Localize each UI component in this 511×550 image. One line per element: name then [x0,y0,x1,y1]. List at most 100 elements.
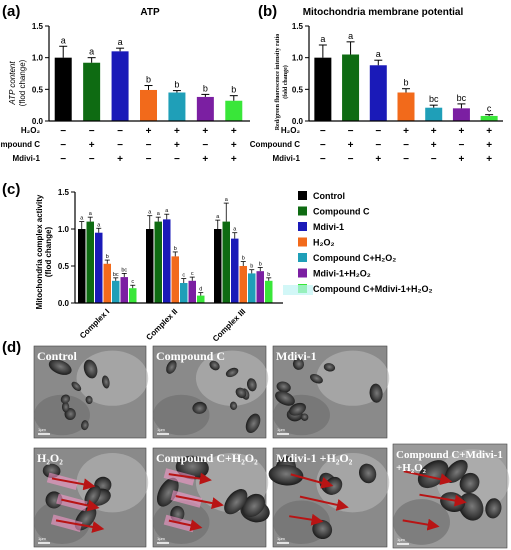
bar [154,221,162,303]
treatment-sign: + [202,154,208,165]
bar [265,280,273,303]
significance-letter: b [267,272,270,278]
significance-letter: a [165,208,169,214]
bar [146,229,154,303]
treatment-sign: − [117,140,123,151]
treatment-sign: − [403,140,409,151]
significance-letter: c [487,104,492,114]
panel-b-letter: (b) [258,3,277,20]
bar [239,266,247,303]
significance-letter: a [118,37,123,47]
mitochondrion [323,363,336,372]
mitochondrion [275,391,295,406]
y-tick-label: 0.5 [292,85,304,94]
arrow-mark [289,513,324,526]
significance-letter: a [97,222,101,228]
y-tick-label: 1.0 [32,54,44,63]
bar [163,219,171,303]
significance-letter: a [225,197,229,203]
treatment-sign: + [431,126,437,137]
chart-a-title: ATP [140,7,160,18]
significance-letter: a [320,34,325,44]
chart-c-ylabel: Mitochondria complex activity [35,194,44,309]
category-label: Complex II [144,307,179,342]
chart-c-legend: Control Compound C Mdivi-1 H₂O₂ Compound C+H… [283,191,433,295]
y-tick-label: 0.0 [292,117,304,126]
micrograph-label: Mdivi-1 +H₂O₂ [276,451,353,465]
arrow-mark [168,519,203,532]
bar [256,271,264,303]
legend-entry: Compound C+Mdivi-1+H₂O₂ [313,284,433,294]
treatment-sign: + [431,140,437,151]
significance-letter: a [233,227,237,233]
mitochondrion [225,367,239,378]
bar [222,221,230,303]
arrow-mark [61,498,100,512]
treatment-row-label: Mdivi-1 [272,154,300,163]
treatment-row-label: H₂O₂ [21,126,41,135]
y-tick-label: 1.0 [58,225,70,234]
y-tick-label: 1.5 [292,22,304,31]
scale-bar-label: 1μm [38,427,47,432]
y-tick-label: 1.5 [58,188,70,197]
significance-letter: b [146,75,151,85]
significance-letter: b [231,85,236,95]
micrograph-3: Mdivi-1 1μm [272,345,390,439]
bar [95,232,103,303]
treatment-sign: − [60,126,66,137]
bar [140,89,157,121]
significance-letter: c [191,271,194,277]
treatment-sign: + [146,126,152,137]
mitochondrion [485,498,502,519]
legend-swatch [298,237,307,247]
mitochondrion [60,394,71,404]
micrograph-2: Compound C 1μm [152,345,269,439]
treatment-sign: + [174,126,180,137]
bar [397,92,415,121]
treatment-sign: + [117,154,123,165]
treatment-sign: − [320,126,326,137]
treatment-sign: − [320,140,326,151]
significance-letter: a [61,35,66,45]
scale-bar-label: 1μm [397,537,406,542]
bar [231,238,239,303]
legend-entry: Control [313,191,345,201]
legend-swatch [298,206,307,216]
mitochondrion [459,472,480,494]
treatment-sign: + [486,154,492,165]
mitochondrion [102,375,110,389]
bar [171,256,179,303]
bar [188,280,196,303]
bar [78,229,86,303]
arrow-mark [175,495,224,509]
significance-letter: a [376,49,381,59]
bar [248,273,256,303]
treatment-sign: + [486,126,492,137]
significance-letter: c [131,279,134,285]
treatment-sign: − [348,126,354,137]
bar [214,229,222,303]
treatment-sign: + [348,140,354,151]
micrograph-label: Mdivi-1 [276,349,317,363]
y-tick-label: 1.0 [292,54,304,63]
treatment-sign: + [375,154,381,165]
scale-bar-label: 1μm [157,427,166,432]
mitochondrion [48,359,72,375]
treatment-sign: + [231,126,237,137]
bar [225,100,243,121]
significance-letter: a [216,214,220,220]
mitochondrion [245,413,261,434]
legend-entry: Compound C [313,207,370,217]
bar [342,54,360,121]
mitochondrion [230,401,238,410]
scale-bar-label: 1μm [38,536,47,541]
chart-c-ylabel-unit: (flod change) [44,227,53,278]
mitochondrion [289,402,306,416]
bar [112,280,120,303]
scale-bar-label: 1μm [157,536,166,541]
bar [425,107,443,121]
treatment-row-label: Mdivi-1 [12,154,40,163]
treatment-sign: + [202,126,208,137]
y-tick-label: 0.5 [32,85,44,94]
bar [54,57,72,121]
